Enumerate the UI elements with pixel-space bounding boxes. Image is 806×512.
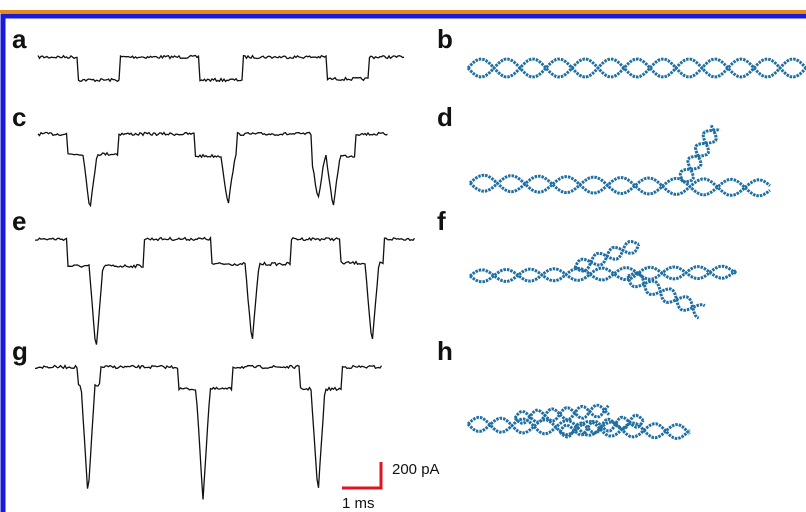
panel-label: b xyxy=(437,24,453,54)
panel-label: d xyxy=(437,102,453,132)
figure: a b c d e f g h 200 pA 1 ms xyxy=(0,0,806,512)
panel-label: c xyxy=(12,102,26,132)
top-rule xyxy=(0,10,806,13)
panel-label: h xyxy=(437,336,453,366)
scale-bar-current: 200 pA xyxy=(392,461,440,478)
panel-label: e xyxy=(12,206,26,236)
panel-label: f xyxy=(437,206,446,236)
panel-label: g xyxy=(12,336,28,366)
scale-bar-time: 1 ms xyxy=(342,495,375,512)
panel-label: a xyxy=(12,24,27,54)
